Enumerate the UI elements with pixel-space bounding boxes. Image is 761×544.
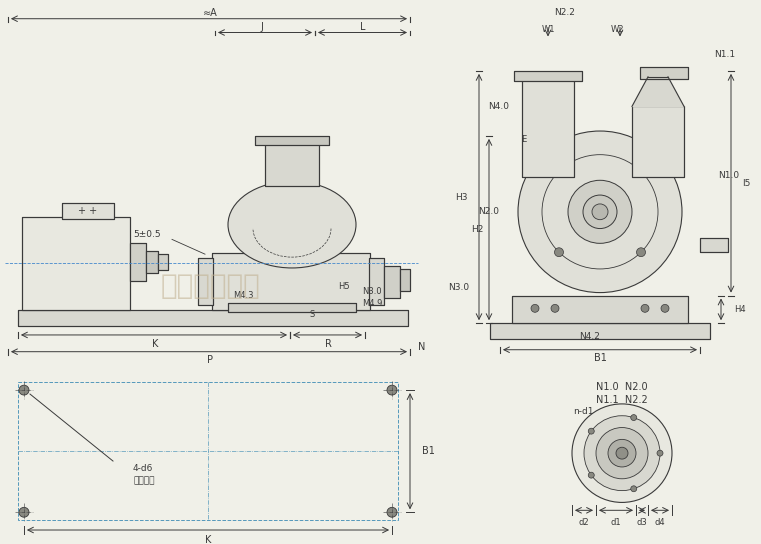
Circle shape <box>568 180 632 243</box>
Text: 5±0.5: 5±0.5 <box>133 230 161 239</box>
Text: l5: l5 <box>742 179 750 188</box>
Circle shape <box>588 472 594 478</box>
Text: J: J <box>260 22 263 32</box>
Circle shape <box>531 305 539 312</box>
Circle shape <box>616 447 628 459</box>
Text: 地脚螺栓: 地脚螺栓 <box>133 476 154 485</box>
Circle shape <box>387 385 397 395</box>
Circle shape <box>555 167 563 176</box>
FancyBboxPatch shape <box>640 67 688 79</box>
Text: N1.0  N2.0: N1.0 N2.0 <box>596 382 648 392</box>
Text: N2.2: N2.2 <box>555 8 575 17</box>
Text: N1.1: N1.1 <box>714 50 735 59</box>
Text: d2: d2 <box>578 518 589 527</box>
Circle shape <box>583 195 617 228</box>
Text: H2: H2 <box>470 225 483 234</box>
Circle shape <box>518 131 682 293</box>
Text: + +: + + <box>78 206 97 216</box>
Text: R: R <box>324 339 332 349</box>
FancyBboxPatch shape <box>22 217 130 310</box>
Circle shape <box>572 404 672 503</box>
FancyBboxPatch shape <box>158 254 168 270</box>
Text: H5: H5 <box>338 282 350 291</box>
FancyBboxPatch shape <box>18 310 408 326</box>
Circle shape <box>19 508 29 517</box>
Text: N4.0: N4.0 <box>488 102 509 111</box>
Circle shape <box>584 416 660 491</box>
FancyBboxPatch shape <box>146 251 158 273</box>
Circle shape <box>551 305 559 312</box>
Text: L: L <box>360 22 366 32</box>
FancyBboxPatch shape <box>62 203 114 219</box>
FancyBboxPatch shape <box>255 136 329 145</box>
Text: N2.0: N2.0 <box>478 207 499 217</box>
Circle shape <box>636 167 645 176</box>
Text: K: K <box>205 535 212 544</box>
FancyBboxPatch shape <box>198 258 213 305</box>
Text: d4: d4 <box>654 518 665 527</box>
Circle shape <box>641 305 649 312</box>
FancyBboxPatch shape <box>522 77 574 177</box>
Text: ≈A: ≈A <box>202 8 218 18</box>
FancyBboxPatch shape <box>384 266 400 298</box>
FancyBboxPatch shape <box>514 71 582 81</box>
Text: N1.0: N1.0 <box>718 171 739 180</box>
Circle shape <box>555 248 563 257</box>
Circle shape <box>387 508 397 517</box>
Text: W1: W1 <box>541 25 555 34</box>
Circle shape <box>631 486 637 492</box>
Circle shape <box>636 248 645 257</box>
Text: H4: H4 <box>734 305 746 314</box>
Ellipse shape <box>228 181 356 268</box>
Text: N1.1  N2.2: N1.1 N2.2 <box>596 395 648 405</box>
Circle shape <box>661 305 669 312</box>
Circle shape <box>592 204 608 220</box>
Text: d3: d3 <box>637 518 648 527</box>
Bar <box>18 382 398 520</box>
Text: M4.9: M4.9 <box>362 299 382 308</box>
Text: N: N <box>418 342 425 352</box>
FancyBboxPatch shape <box>490 323 710 339</box>
FancyBboxPatch shape <box>265 143 319 186</box>
Text: B1: B1 <box>422 446 435 456</box>
Text: M4.3: M4.3 <box>233 291 253 300</box>
Text: K: K <box>151 339 158 349</box>
Text: 永嘉龙洋泵阀: 永嘉龙洋泵阀 <box>160 271 260 300</box>
FancyBboxPatch shape <box>512 295 688 323</box>
FancyBboxPatch shape <box>212 253 370 310</box>
Text: P: P <box>207 355 213 364</box>
Circle shape <box>631 415 637 421</box>
FancyBboxPatch shape <box>400 269 410 290</box>
Text: H3: H3 <box>456 193 468 201</box>
Text: N3.0: N3.0 <box>448 283 469 292</box>
Text: S: S <box>310 310 314 319</box>
Circle shape <box>596 428 648 479</box>
Circle shape <box>657 450 663 456</box>
Text: W2: W2 <box>610 25 624 34</box>
Text: N3.0: N3.0 <box>362 287 381 296</box>
FancyBboxPatch shape <box>369 258 384 305</box>
FancyBboxPatch shape <box>700 238 728 252</box>
FancyBboxPatch shape <box>130 243 146 281</box>
Text: 4-d6: 4-d6 <box>133 465 154 473</box>
Text: n-d1: n-d1 <box>574 407 594 416</box>
FancyBboxPatch shape <box>632 107 684 177</box>
Circle shape <box>19 385 29 395</box>
Circle shape <box>588 428 594 434</box>
Text: E: E <box>521 135 527 144</box>
Polygon shape <box>632 77 684 107</box>
Circle shape <box>608 440 636 467</box>
Text: N4.2: N4.2 <box>580 332 600 342</box>
Text: B1: B1 <box>594 353 607 363</box>
Text: d1: d1 <box>610 518 621 527</box>
FancyBboxPatch shape <box>228 304 356 312</box>
